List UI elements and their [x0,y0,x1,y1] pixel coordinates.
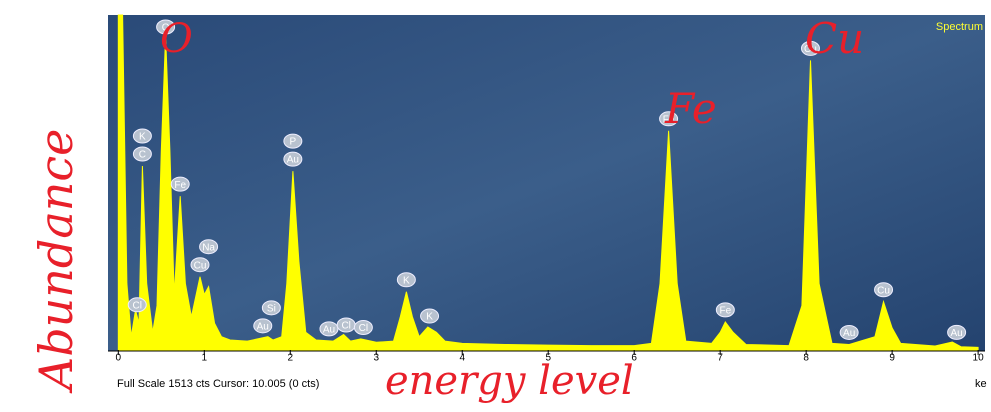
x-tick-label: 1 [202,353,208,364]
peak-label-text: K [426,312,433,323]
handwritten-note: energy level [385,358,634,404]
x-tick-label: 4 [459,353,465,364]
peak-label-text: Cu [194,260,207,271]
x-tick-label: 3 [373,353,379,364]
peak-label: K [397,273,415,287]
peak-label-text: Na [202,242,215,253]
peak-label: Cl [337,318,355,332]
x-tick-label: 0 [116,353,122,364]
x-tick-label: 6 [631,353,637,364]
peak-label: Au [284,152,302,166]
peak-label-text: Fe [174,180,186,191]
peak-label: Cl [354,320,372,334]
peak-label-text: Cu [877,285,890,296]
peak-label: P [284,134,302,148]
peak-label: Au [840,325,858,339]
handwritten-note: Cu [805,14,864,63]
x-tick-label: 8 [803,353,809,364]
peak-label: Cl [128,298,146,312]
peak-label-text: Au [843,328,855,339]
peak-label-text: Cl [133,300,142,311]
peak-label: Au [948,325,966,339]
peak-label: Cu [191,258,209,272]
peak-label-text: Au [951,328,963,339]
peak-label: Cu [875,283,893,297]
peak-label-text: Au [323,325,335,336]
peak-label-text: Fe [720,306,732,317]
footer-text: Full Scale 1513 cts Cursor: 10.005 (0 ct… [117,378,319,390]
peak-label: Fe [171,177,189,191]
peak-label-text: K [403,275,410,286]
peak-label: K [133,129,151,143]
peak-label: Au [254,319,272,333]
peak-label-text: K [139,132,146,143]
handwritten-note: Abundance [29,129,83,394]
peak-label: Au [320,322,338,336]
x-tick-label: 2 [287,353,293,364]
peak-label-text: P [290,137,297,148]
peak-label: C [133,147,151,161]
peak-label: K [421,309,439,323]
peak-label-text: Cl [359,323,368,334]
peak-label-text: Si [267,303,276,314]
x-tick-label: 5 [545,353,551,364]
peak-label: Fe [716,303,734,317]
spectrum-title: Spectrum [936,21,983,33]
peak-label: Si [262,301,280,315]
peak-label-text: Cl [341,321,350,332]
peak-label-text: C [139,150,146,161]
x-axis-unit: ke [975,378,987,390]
x-tick-label: 10 [973,353,985,364]
peak-label-text: Au [257,321,269,332]
handwritten-note: O [160,16,193,62]
chart: Spectrum Full Scale 1513 cts Cursor: 10.… [0,0,991,412]
peak-label: Na [200,240,218,254]
peak-label-text: Au [287,155,299,166]
handwritten-note: Fe [664,84,717,133]
x-tick-label: 9 [889,353,895,364]
plot-background [108,15,985,351]
x-tick-label: 7 [717,353,723,364]
